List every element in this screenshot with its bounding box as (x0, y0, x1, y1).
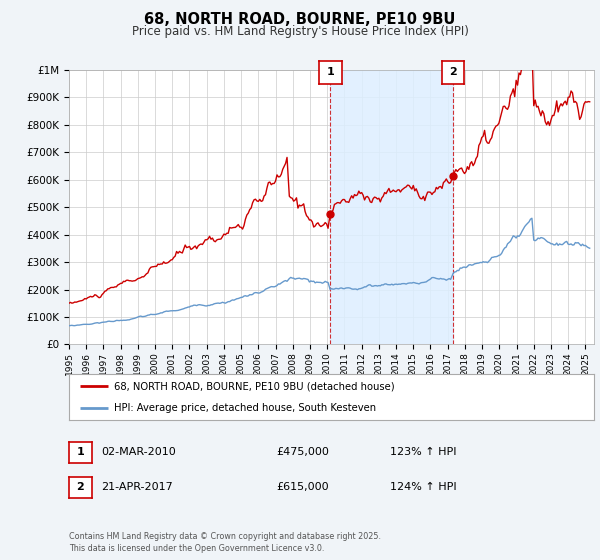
Text: £615,000: £615,000 (276, 482, 329, 492)
Text: Contains HM Land Registry data © Crown copyright and database right 2025.
This d: Contains HM Land Registry data © Crown c… (69, 533, 381, 553)
Text: 1: 1 (77, 447, 84, 458)
Text: 68, NORTH ROAD, BOURNE, PE10 9BU: 68, NORTH ROAD, BOURNE, PE10 9BU (145, 12, 455, 27)
Text: 2: 2 (77, 482, 84, 492)
Text: 2: 2 (449, 67, 457, 77)
Text: HPI: Average price, detached house, South Kesteven: HPI: Average price, detached house, Sout… (113, 403, 376, 413)
Bar (330, 70, 453, 344)
Text: 1: 1 (326, 67, 334, 77)
Text: 123% ↑ HPI: 123% ↑ HPI (390, 447, 457, 458)
Text: 68, NORTH ROAD, BOURNE, PE10 9BU (detached house): 68, NORTH ROAD, BOURNE, PE10 9BU (detach… (113, 381, 394, 391)
Text: Price paid vs. HM Land Registry's House Price Index (HPI): Price paid vs. HM Land Registry's House … (131, 25, 469, 38)
Text: £475,000: £475,000 (276, 447, 329, 458)
Text: 124% ↑ HPI: 124% ↑ HPI (390, 482, 457, 492)
Text: 02-MAR-2010: 02-MAR-2010 (101, 447, 176, 458)
Text: 21-APR-2017: 21-APR-2017 (101, 482, 173, 492)
